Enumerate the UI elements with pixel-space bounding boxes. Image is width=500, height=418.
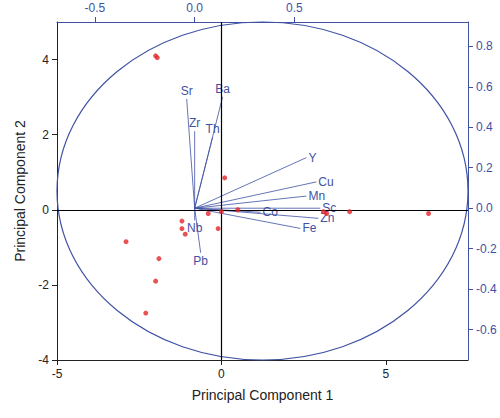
svg-text:Principal Component 2: Principal Component 2	[12, 120, 28, 262]
svg-text:Sr: Sr	[181, 84, 193, 98]
svg-text:5: 5	[382, 367, 389, 381]
svg-text:4: 4	[42, 53, 49, 67]
svg-text:Zr: Zr	[189, 116, 200, 130]
svg-text:-4: -4	[38, 353, 49, 367]
svg-text:0.0: 0.0	[186, 1, 203, 15]
svg-text:-0.6: -0.6	[476, 323, 497, 337]
svg-text:Th: Th	[206, 122, 220, 136]
svg-text:Zn: Zn	[320, 211, 335, 226]
svg-text:-0.4: -0.4	[476, 282, 497, 296]
svg-text:Ba: Ba	[215, 82, 230, 96]
svg-text:Sc: Sc	[322, 201, 337, 216]
svg-text:2: 2	[42, 128, 49, 142]
svg-text:0: 0	[218, 367, 225, 381]
svg-text:-0.2: -0.2	[476, 242, 497, 256]
svg-text:Nb: Nb	[187, 221, 203, 235]
svg-text:0.6: 0.6	[476, 80, 493, 94]
svg-text:0.4: 0.4	[476, 120, 493, 134]
svg-text:0: 0	[42, 203, 49, 217]
svg-text:Fe: Fe	[302, 221, 316, 235]
svg-text:0.5: 0.5	[286, 1, 303, 15]
svg-text:0.8: 0.8	[476, 39, 493, 53]
svg-text:Co: Co	[263, 205, 279, 219]
svg-text:-2: -2	[38, 278, 49, 292]
svg-text:Pb: Pb	[193, 254, 208, 268]
svg-text:0.2: 0.2	[476, 161, 493, 175]
svg-text:0.0: 0.0	[476, 201, 493, 215]
svg-text:Y: Y	[308, 151, 316, 165]
svg-text:-0.5: -0.5	[85, 1, 106, 15]
svg-text:Mn: Mn	[308, 189, 326, 204]
svg-text:-5: -5	[52, 367, 63, 381]
svg-text:Principal Component 1: Principal Component 1	[192, 387, 334, 403]
svg-text:Cu: Cu	[318, 175, 333, 189]
